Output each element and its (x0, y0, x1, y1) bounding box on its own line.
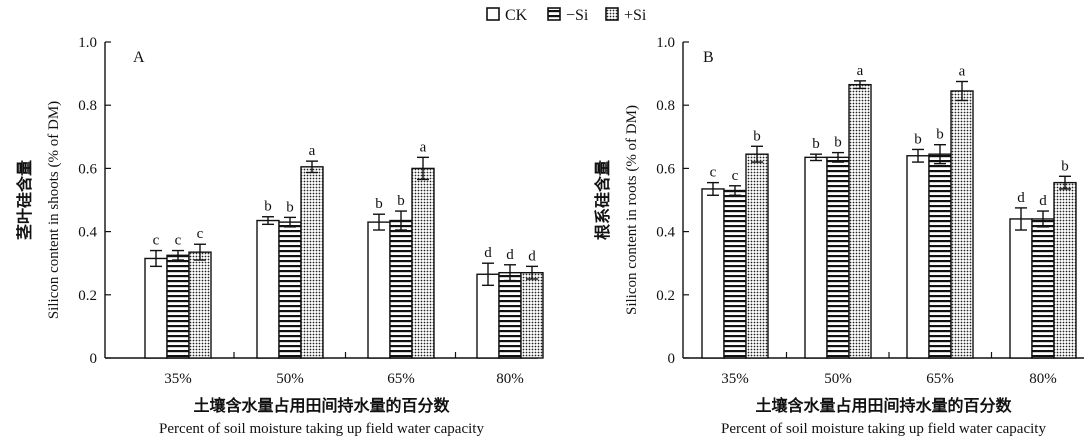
bar (826, 156, 850, 359)
x-tick-label: 65% (926, 371, 954, 387)
significance-letter: b (914, 131, 922, 147)
bar (1053, 181, 1077, 359)
legend-swatch-0 (486, 7, 500, 21)
panel-label: B (703, 49, 714, 66)
bar (144, 257, 168, 359)
significance-letter: b (753, 128, 761, 144)
y-axis-title-cn: 根系硅含量 (593, 160, 612, 240)
legend-swatch-2 (605, 7, 619, 21)
bar (300, 166, 324, 359)
y-tick-label: 0.6 (656, 161, 675, 177)
bar (476, 273, 500, 359)
x-tick-label: 65% (387, 371, 415, 387)
bar (166, 254, 190, 359)
y-axis-title: Silicon content in shoots (% of DM) (46, 101, 62, 319)
significance-letter: c (732, 168, 739, 184)
significance-letter: b (375, 196, 383, 212)
significance-letter: a (959, 64, 966, 80)
significance-letter: d (1039, 193, 1047, 209)
bar (804, 156, 828, 359)
y-tick-label: 0.8 (78, 98, 97, 114)
y-tick-label: 0.2 (78, 288, 97, 304)
y-tick-label: 0.4 (656, 225, 675, 241)
significance-letter: b (834, 135, 842, 151)
legend-swatch-1 (547, 7, 561, 21)
bar (520, 271, 544, 359)
x-axis-title: Percent of soil moisture taking up field… (159, 421, 484, 437)
bar (498, 271, 522, 359)
x-axis-title-cn: 土壤含水量占用田间持水量的百分数 (193, 396, 450, 415)
y-axis-title: Silicon content in roots (% of DM) (624, 105, 640, 315)
significance-letter: c (710, 165, 717, 181)
bar (188, 251, 212, 359)
significance-letter: b (264, 199, 272, 215)
y-tick-label: 0 (668, 351, 676, 367)
y-tick-label: 0.8 (656, 98, 675, 114)
bar (256, 219, 280, 359)
bar (1009, 218, 1033, 359)
y-tick-label: 0 (90, 351, 98, 367)
x-tick-label: 35% (721, 371, 749, 387)
y-tick-label: 0.2 (656, 288, 675, 304)
legend-label-0: CK (505, 7, 528, 24)
y-tick-label: 0.4 (78, 225, 97, 241)
y-tick-label: 1.0 (78, 35, 97, 51)
significance-letter: b (812, 136, 820, 152)
x-axis-title: Percent of soil moisture taking up field… (721, 421, 1046, 437)
x-tick-label: 35% (164, 371, 192, 387)
bar (928, 153, 952, 359)
x-tick-label: 50% (824, 371, 852, 387)
bar (950, 90, 974, 359)
significance-letter: b (397, 193, 405, 209)
legend: CK −Si +Si (486, 7, 647, 24)
significance-letter: a (309, 143, 316, 159)
bar (906, 155, 930, 359)
bar (411, 167, 435, 359)
significance-letter: c (153, 233, 160, 249)
bar (278, 221, 302, 359)
bar (848, 83, 872, 359)
bar (389, 219, 413, 359)
x-tick-label: 80% (496, 371, 524, 387)
significance-letter: b (286, 199, 294, 215)
significance-letter: d (484, 245, 492, 261)
significance-letter: b (936, 127, 944, 143)
bar (1031, 218, 1055, 359)
significance-letter: b (1061, 158, 1069, 174)
significance-letter: d (506, 247, 514, 263)
bar (701, 188, 725, 359)
significance-letter: a (857, 63, 864, 79)
significance-letter: a (420, 139, 427, 155)
panel-label: A (133, 49, 145, 66)
x-axis-title-cn: 土壤含水量占用田间持水量的百分数 (755, 396, 1012, 415)
legend-label-2: +Si (624, 7, 647, 24)
significance-letter: d (1017, 190, 1025, 206)
legend-label-1: −Si (566, 7, 589, 24)
y-tick-label: 0.6 (78, 161, 97, 177)
x-tick-label: 80% (1029, 371, 1057, 387)
significance-letter: c (197, 226, 204, 242)
y-axis-title-cn: 茎叶硅含量 (15, 160, 34, 240)
bar (723, 189, 747, 359)
x-tick-label: 50% (276, 371, 304, 387)
significance-letter: d (528, 248, 536, 264)
y-tick-label: 1.0 (656, 35, 675, 51)
significance-letter: c (175, 233, 182, 249)
bar (745, 153, 769, 359)
bar (367, 221, 391, 359)
